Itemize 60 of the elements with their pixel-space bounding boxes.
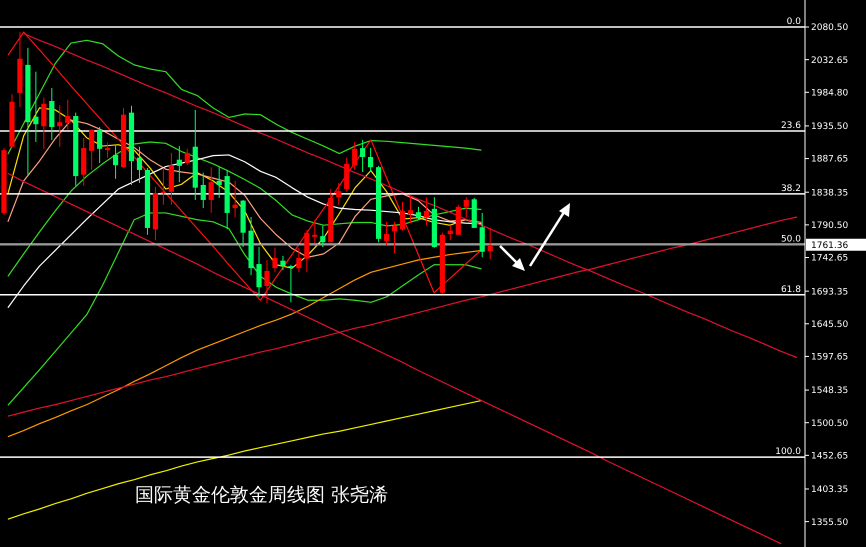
candlestick (320, 225, 326, 248)
y-tick-label: 1500.50 (811, 418, 848, 429)
candlestick (488, 227, 493, 260)
candlestick (384, 221, 390, 246)
candlestick (416, 206, 422, 220)
y-tick-label: 1645.50 (811, 320, 848, 330)
y-tick-label: 1887.65 (811, 154, 848, 165)
candlestick (41, 97, 46, 150)
candlestick (89, 129, 94, 170)
candlestick (288, 264, 294, 303)
y-tick-label: 2032.65 (811, 56, 848, 66)
candlestick (57, 104, 62, 148)
y-tick-label: 1790.50 (811, 221, 848, 232)
text: 国际黄金伦敦金周线图 张尧浠 (135, 484, 388, 506)
candlestick (256, 246, 262, 298)
y-tick-label: 1403.35 (811, 485, 848, 496)
candlestick (352, 141, 358, 170)
y-tick-label: 1838.35 (811, 188, 848, 198)
candlestick (264, 259, 270, 304)
candlestick (280, 255, 286, 271)
y-tick-label: 1452.65 (811, 451, 848, 462)
y-tick-label: 1597.65 (811, 352, 848, 363)
candlestick (136, 146, 142, 184)
candlestick (408, 194, 414, 224)
candlestick (448, 224, 453, 241)
annotation: 50.0 (780, 234, 802, 244)
candlestick (360, 139, 366, 172)
candlestick (33, 71, 38, 142)
y-tick-label: 1355.50 (811, 518, 848, 528)
annotation: 38.2 (780, 184, 801, 194)
y-tick-label: 1693.35 (811, 287, 848, 298)
candlestick (112, 144, 118, 180)
candlestick (65, 99, 70, 130)
annotation: 61.8 (780, 284, 802, 295)
candlestick (208, 166, 214, 214)
candlestick (176, 146, 182, 183)
candlestick (312, 219, 318, 244)
candlestick (200, 172, 206, 209)
candlestick (184, 148, 190, 166)
ref-line-label: 1761.36 (811, 240, 848, 251)
annotation: 100.0 (775, 447, 802, 458)
y-tick-label: 1984.80 (811, 88, 848, 98)
candlestick (296, 247, 302, 273)
candlestick (392, 221, 398, 254)
y-tick-label: 1548.35 (811, 386, 848, 396)
annotation: 23.6 (780, 121, 802, 132)
y-tick-label: 1935.50 (811, 122, 848, 132)
annotation: 0.0 (786, 17, 802, 28)
candlestick (232, 180, 238, 218)
candlestick (424, 196, 429, 226)
candlestick (368, 148, 374, 172)
y-tick-label: 2080.50 (811, 23, 848, 34)
candlestick (272, 247, 278, 273)
candlestick (105, 142, 110, 158)
candlestick (97, 126, 102, 164)
candlestick (336, 182, 342, 206)
candlestick (400, 202, 406, 232)
candlestick (464, 196, 469, 218)
y-tick-label: 1742.65 (811, 254, 848, 264)
candlestick (216, 166, 222, 198)
